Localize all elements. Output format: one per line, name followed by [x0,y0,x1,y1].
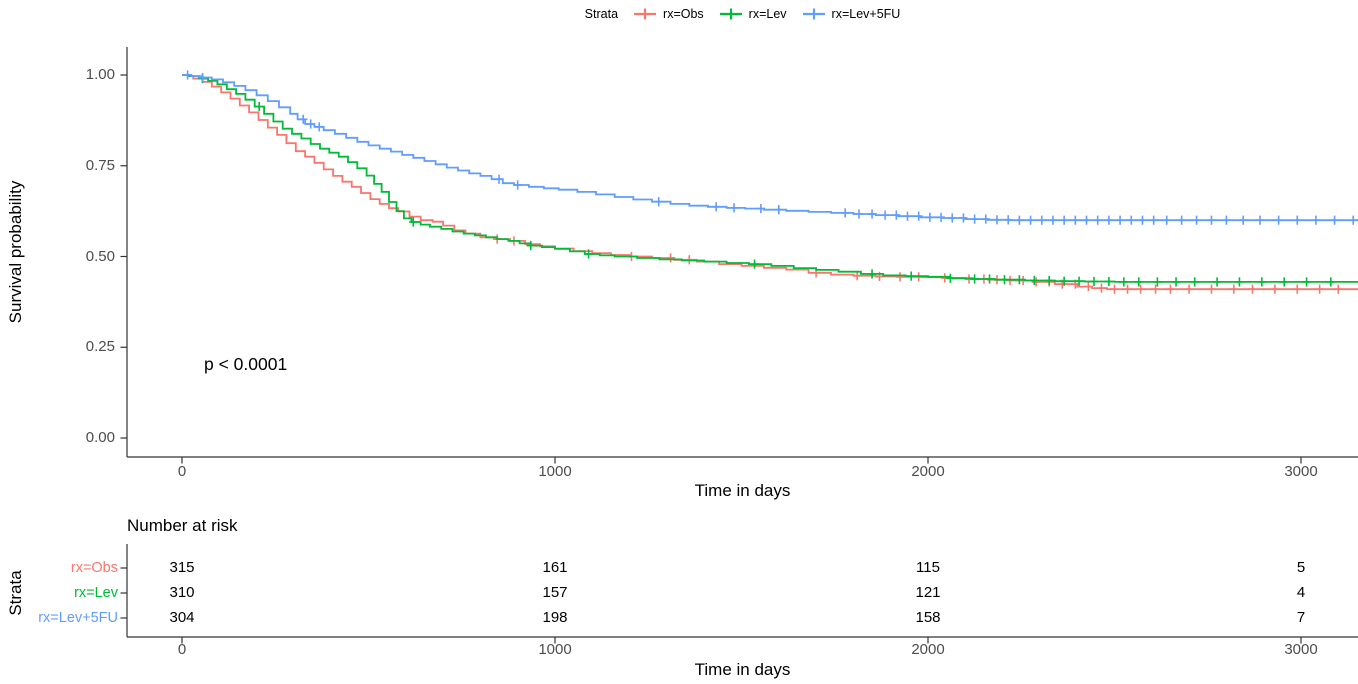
legend-item-lev5fu: rx=Lev+5FU [802,7,901,21]
p-value-annotation: p < 0.0001 [204,354,288,374]
risk-row-label-obs: rx=Obs [70,560,118,576]
risk-value: 198 [542,609,568,626]
risk-x-tick-label: 0 [177,641,187,658]
legend-label: rx=Obs [663,7,704,21]
risk-row-label-lev5fu: rx=Lev+5FU [38,610,118,626]
risk-x-tick-label: 3000 [1284,641,1318,658]
x-tick-label: 0 [177,463,187,480]
x-tick-label: 1000 [538,463,572,480]
legend: Strata rx=Obs rx=Lev rx=Lev+5FU [127,7,1358,21]
risk-table-title: Number at risk [127,516,238,535]
risk-value: 310 [169,584,195,601]
risk-value: 158 [915,609,941,626]
y-tick-label: 0.50 [85,248,115,265]
risk-value: 315 [169,559,195,576]
legend-label: rx=Lev+5FU [831,7,901,21]
x-tick-label: 2000 [911,463,945,480]
y-tick-label: 1.00 [85,66,115,83]
plus-marker-icon [634,8,657,20]
risk-value: 7 [1296,609,1306,626]
legend-label: rx=Lev [748,7,787,21]
x-axis-title: Time in days [694,481,791,500]
y-tick-label: 0.00 [85,429,115,446]
risk-value: 121 [915,584,941,601]
legend-title: Strata [584,7,619,21]
risk-x-tick-label: 2000 [911,641,945,658]
y-tick-label: 0.25 [85,338,115,355]
risk-value: 4 [1296,584,1306,601]
risk-row-label-lev: rx=Lev [74,585,118,601]
y-tick-label: 0.75 [85,157,115,174]
risk-value: 161 [542,559,568,576]
plus-marker-icon [719,8,742,20]
risk-x-axis-title: Time in days [694,660,791,679]
x-tick-label: 3000 [1284,463,1318,480]
plus-marker-icon [802,8,825,20]
risk-value: 304 [169,609,195,626]
legend-item-obs: rx=Obs [633,7,704,21]
y-axis-title: Survival probability [6,180,25,324]
risk-value: 115 [916,559,940,576]
legend-item-lev: rx=Lev [719,7,787,21]
risk-value: 5 [1296,559,1306,576]
risk-x-tick-label: 1000 [538,641,572,658]
risk-value: 157 [542,584,568,601]
